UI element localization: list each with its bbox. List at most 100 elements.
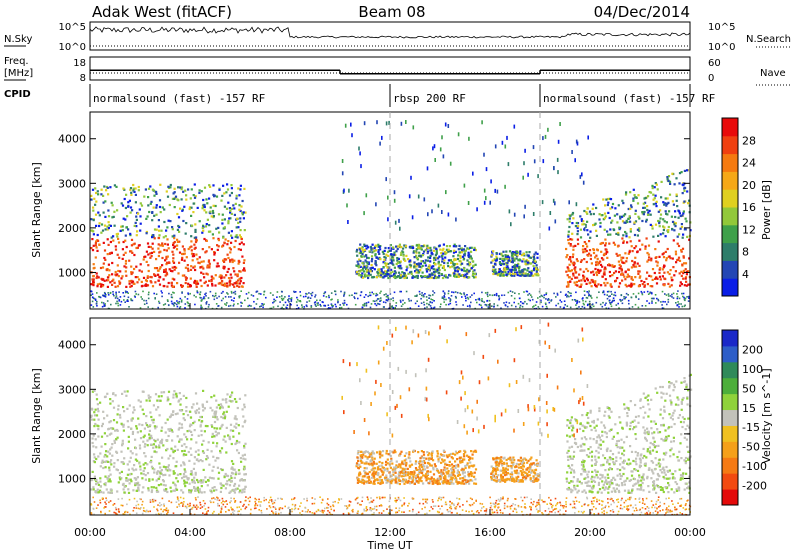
echo-pixel [173, 268, 176, 271]
echo-pixel [389, 466, 392, 469]
echo-pixel [566, 274, 569, 277]
echo-pixel [456, 471, 459, 474]
echo-pixel [135, 215, 138, 218]
echo-pixel [134, 482, 137, 485]
echo-pixel [574, 244, 577, 247]
echo-pixel [638, 217, 641, 220]
echo-pixel [176, 244, 179, 247]
noise-pixel [640, 290, 643, 293]
echo-pixel [194, 471, 197, 474]
echo-pixel [171, 226, 174, 229]
echo-pixel [239, 229, 242, 232]
echo-pixel [680, 225, 684, 229]
noise-pixel [415, 295, 418, 297]
echo-pixel [90, 218, 93, 221]
noise-pixel [90, 304, 93, 306]
echo-pixel [170, 284, 173, 287]
noise-pixel [104, 296, 107, 298]
echo-pixel [500, 252, 503, 255]
echo-pixel [451, 476, 454, 479]
noise-pixel [505, 301, 508, 304]
echo-pixel [229, 211, 232, 214]
echo-pixel [370, 255, 374, 258]
echo-pixel [473, 475, 476, 478]
echo-pixel [504, 254, 507, 257]
noise-pixel [433, 307, 435, 309]
echo-pixel [686, 169, 689, 172]
echo-pixel [120, 225, 123, 228]
noise-pixel [317, 304, 319, 306]
echo-pixel [202, 409, 205, 412]
echo-pixel [421, 468, 424, 471]
echo-pixel [468, 466, 471, 469]
echo-pixel [431, 451, 434, 454]
echo-pixel [159, 399, 162, 402]
echo-pixel [126, 420, 129, 423]
noise-pixel [382, 301, 385, 303]
echo-pixel [376, 466, 380, 469]
echo-pixel [415, 275, 418, 278]
echo-pixel [450, 468, 453, 471]
noise-pixel [325, 296, 328, 298]
noise-pixel [402, 299, 404, 302]
echo-pixel [403, 276, 406, 280]
noise-pixel [478, 299, 481, 301]
echo-pixel [147, 253, 150, 256]
echo-pixel [189, 197, 192, 200]
echo-pixel [677, 244, 681, 248]
noise-pixel [414, 302, 417, 305]
noise-pixel [540, 301, 542, 304]
echo-pixel [592, 251, 596, 255]
echo-pixel [603, 281, 606, 285]
noise-pixel [134, 290, 137, 293]
noise-pixel [606, 290, 609, 293]
noise-pixel [93, 297, 96, 300]
noise-pixel [382, 306, 385, 308]
noise-pixel [521, 305, 524, 308]
noise-pixel [233, 303, 235, 306]
noise-pixel [611, 293, 613, 295]
echo-pixel [92, 206, 95, 209]
echo-pixel [443, 450, 446, 453]
noise-pixel [220, 306, 223, 309]
echo-pixel [394, 271, 397, 274]
noise-pixel [375, 294, 377, 297]
echo-pixel [147, 204, 150, 207]
noise-pixel [272, 306, 275, 308]
echo-pixel [121, 444, 124, 447]
echo-pixel [217, 457, 220, 460]
echo-pixel [626, 241, 629, 244]
noise-pixel [226, 302, 228, 304]
echo-pixel [617, 231, 620, 235]
echo-pixel [137, 185, 140, 189]
echo-pixel [122, 423, 125, 426]
noise-pixel [423, 303, 426, 306]
echo-pixel [162, 474, 165, 477]
echo-pixel [568, 263, 571, 266]
echo-pixel [389, 454, 392, 458]
noise-pixel [399, 226, 401, 231]
echo-pixel [678, 210, 681, 213]
echo-pixel [598, 270, 601, 273]
echo-pixel [194, 411, 198, 415]
echo-pixel [367, 262, 370, 266]
echo-pixel [392, 253, 395, 256]
echo-pixel [507, 259, 510, 262]
echo-pixel [589, 257, 592, 261]
echo-pixel [155, 451, 158, 454]
noise-pixel [527, 172, 529, 177]
echo-pixel [604, 215, 607, 218]
echo-pixel [226, 480, 229, 483]
noise-pixel [126, 299, 129, 301]
echo-pixel [386, 477, 389, 481]
noise-pixel [170, 293, 173, 296]
echo-pixel [196, 280, 199, 283]
echo-pixel [409, 460, 412, 463]
echo-pixel [194, 392, 198, 395]
echo-pixel [169, 269, 173, 272]
echo-pixel [357, 450, 360, 453]
echo-pixel [436, 455, 439, 458]
echo-pixel [90, 198, 93, 201]
echo-pixel [505, 250, 508, 253]
echo-pixel [103, 224, 107, 227]
